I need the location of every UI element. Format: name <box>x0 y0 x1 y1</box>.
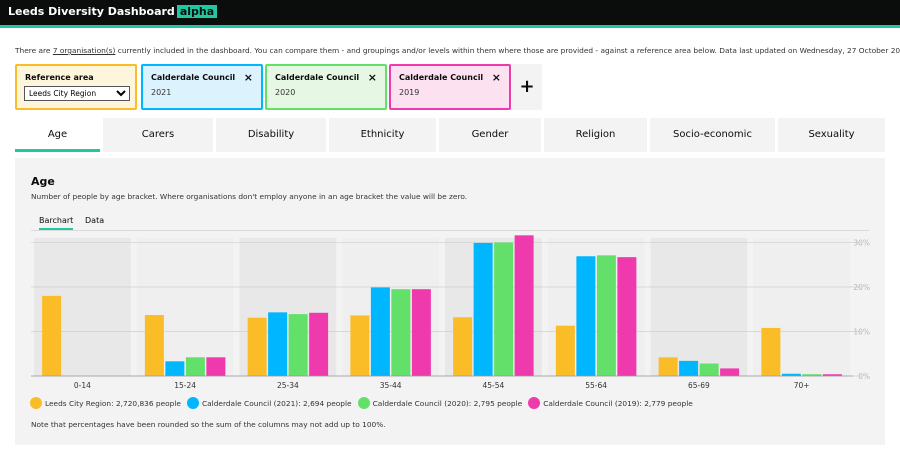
bar <box>165 361 185 376</box>
reference-area-label: Reference area <box>25 73 94 82</box>
subtab-divider <box>31 230 869 231</box>
legend-label: Calderdale Council (2019): 2,779 people <box>543 398 693 408</box>
comparison-card-2019: Calderdale Council 2019 × <box>389 64 511 110</box>
bar <box>720 368 740 376</box>
x-tick-label: 45-54 <box>482 381 504 390</box>
brand[interactable]: Leeds Diversity Dashboard alpha <box>8 5 218 18</box>
bar <box>761 327 781 376</box>
intro-before: There are <box>15 46 53 55</box>
close-icon[interactable]: × <box>243 71 253 84</box>
bar <box>555 325 575 376</box>
x-tick-label: 35-44 <box>380 381 402 390</box>
bar <box>596 255 616 376</box>
legend-swatch <box>528 397 541 409</box>
rounding-note: Note that percentages have been rounded … <box>31 420 386 429</box>
organisations-link[interactable]: 7 organisation(s) <box>52 46 116 55</box>
tab-data[interactable]: Data <box>85 216 105 225</box>
comparison-title: Calderdale Council <box>399 73 484 82</box>
comparison-title: Calderdale Council <box>275 73 360 82</box>
x-tick-label: 65-69 <box>688 381 710 390</box>
bar <box>617 257 637 376</box>
legend-label: Calderdale Council (2021): 2,694 people <box>201 398 352 408</box>
header-bar: Leeds Diversity Dashboard alpha <box>0 0 900 28</box>
bar <box>268 312 288 376</box>
tab-socio-economic[interactable]: Socio-economic <box>650 118 775 152</box>
tab-barchart[interactable]: Barchart <box>39 214 74 230</box>
bar <box>144 315 164 376</box>
age-panel: Age Number of people by age bracket. Whe… <box>15 158 885 445</box>
comparison-year: 2020 <box>275 88 296 97</box>
panel-title: Age <box>31 175 55 188</box>
panel-subtitle: Number of people by age bracket. Where o… <box>31 192 468 201</box>
comparison-title: Calderdale Council <box>151 73 236 82</box>
bar <box>658 357 678 376</box>
legend-item: Calderdale Council (2019): 2,779 people <box>528 397 693 409</box>
bar <box>185 357 205 376</box>
tab-ethnicity[interactable]: Ethnicity <box>329 118 436 152</box>
legend-swatch <box>357 397 370 409</box>
reference-area-card: Reference area Leeds City Region <box>15 64 137 110</box>
y-tick-label: 30% <box>853 238 870 247</box>
bar <box>494 242 514 376</box>
alpha-badge: alpha <box>176 5 218 18</box>
close-icon[interactable]: × <box>491 71 501 84</box>
add-comparison-button[interactable]: + <box>512 64 542 110</box>
comparison-year: 2019 <box>399 88 420 97</box>
tab-carers[interactable]: Carers <box>103 118 213 152</box>
bar <box>206 357 226 376</box>
bar <box>473 242 493 376</box>
comparison-card-2020: Calderdale Council 2020 × <box>265 64 387 110</box>
bar <box>411 289 431 376</box>
bar <box>370 287 390 376</box>
tab-religion[interactable]: Religion <box>544 118 647 152</box>
tab-sexuality[interactable]: Sexuality <box>778 118 885 152</box>
bar <box>514 235 534 376</box>
legend-label: Leeds City Region: 2,720,836 people <box>45 398 181 408</box>
tab-disability[interactable]: Disability <box>216 118 326 152</box>
bar <box>822 374 842 376</box>
bar <box>309 312 329 376</box>
y-tick-label: 0% <box>858 372 870 381</box>
comparison-year: 2021 <box>151 88 172 97</box>
bar <box>802 374 822 376</box>
close-icon[interactable]: × <box>367 71 377 84</box>
x-tick-label: 15-24 <box>174 381 196 390</box>
legend-swatch <box>30 397 42 409</box>
comparison-card-2021: Calderdale Council 2021 × <box>141 64 263 110</box>
reference-area-select[interactable]: Leeds City Region <box>24 86 130 101</box>
bar <box>781 373 801 376</box>
bar <box>247 317 267 376</box>
app-title: Leeds Diversity Dashboard <box>8 5 175 18</box>
x-tick-label: 0-14 <box>74 381 91 390</box>
bar <box>350 315 370 376</box>
bar <box>391 289 411 376</box>
x-tick-label: 55-64 <box>585 381 607 390</box>
tab-age[interactable]: Age <box>15 118 100 152</box>
x-tick-label: 70+ <box>794 381 810 390</box>
y-tick-label: 10% <box>853 327 870 336</box>
x-tick-label: 25-34 <box>277 381 299 390</box>
legend-item: Leeds City Region: 2,720,836 people <box>30 397 181 409</box>
legend-swatch <box>186 397 199 409</box>
tab-gender[interactable]: Gender <box>439 118 541 152</box>
legend-label: Calderdale Council (2020): 2,795 people <box>372 398 523 408</box>
legend-item: Calderdale Council (2020): 2,795 people <box>357 397 523 409</box>
age-barchart: 0% 10% 20% 30% 0-14 15-24 25-34 35-44 45-54 55-64… <box>31 235 870 390</box>
bar <box>288 314 308 376</box>
intro-after: currently included in the dashboard. You… <box>115 46 900 55</box>
category-tabs: Age Carers Disability Ethnicity Gender R… <box>15 118 885 152</box>
bar <box>453 317 473 376</box>
y-tick-label: 20% <box>853 283 870 292</box>
chart-legend: Leeds City Region: 2,720,836 people Calde… <box>30 397 870 411</box>
bar <box>42 295 62 376</box>
intro-text: There are 7 organisation(s) currently in… <box>15 46 900 55</box>
bar <box>699 363 719 376</box>
bar <box>679 360 699 376</box>
category-background <box>650 238 748 376</box>
bar <box>576 256 596 376</box>
legend-item: Calderdale Council (2021): 2,694 people <box>186 397 352 409</box>
